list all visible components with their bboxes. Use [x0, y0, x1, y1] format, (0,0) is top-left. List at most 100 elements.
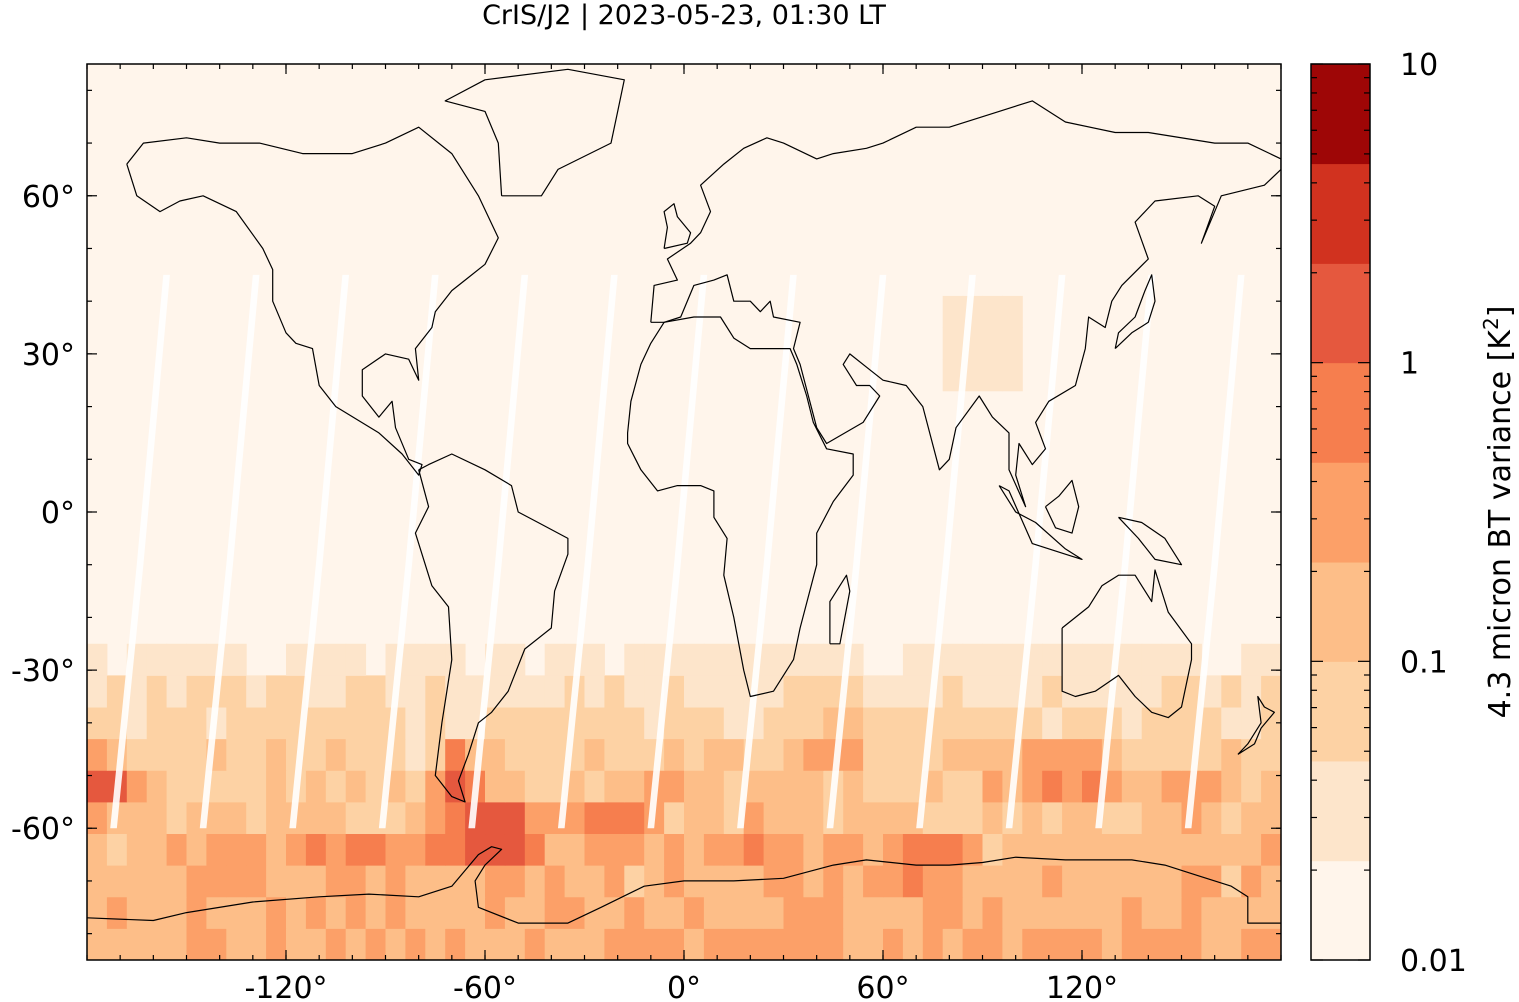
field-cell [266, 801, 287, 835]
field-cell [783, 896, 804, 929]
field-cell [405, 896, 426, 929]
field-cell [823, 928, 844, 960]
field-cell [564, 801, 585, 835]
field-cell [1121, 801, 1143, 835]
field-cell [1261, 896, 1281, 929]
field-cell [1161, 770, 1182, 803]
field-cell [87, 801, 108, 835]
field-cell [166, 928, 187, 960]
field-cell [504, 675, 526, 708]
field-cell [664, 833, 685, 866]
field-cell [982, 675, 1003, 708]
field-cell [246, 928, 267, 960]
field-cell [544, 770, 566, 803]
x-tick-labels: -120° -60° 0° 60° 120° [244, 971, 1118, 1002]
field-cell [624, 801, 645, 835]
field-cell [624, 770, 645, 803]
colorbar-ticks [1311, 63, 1370, 961]
field-cell [584, 801, 605, 835]
field-cell [584, 770, 605, 803]
field-cell [186, 928, 207, 960]
field-cell [1121, 770, 1143, 803]
field-cell [365, 707, 386, 740]
field-cell [624, 928, 645, 960]
field-cell [644, 896, 665, 929]
swath-gap [1184, 274, 1245, 829]
field-cell [982, 865, 1003, 898]
field-cell [385, 833, 406, 866]
field-cell [345, 675, 367, 708]
field-cell [922, 770, 944, 803]
field-cell [266, 675, 287, 708]
field-cell [146, 896, 168, 929]
field-cell [664, 928, 685, 960]
field-cell [604, 675, 625, 708]
field-cell [703, 896, 725, 929]
field-cell [266, 928, 287, 960]
field-cell [684, 928, 705, 960]
field-cell [843, 675, 864, 708]
field-cell [1221, 833, 1242, 866]
field-cell [465, 675, 486, 708]
field-cell [1261, 865, 1281, 898]
field-cell [1141, 770, 1163, 803]
field-cell [246, 833, 267, 866]
field-cell [743, 896, 765, 929]
field-cell [684, 675, 705, 708]
field-cell [425, 896, 446, 929]
swath-gap [110, 274, 170, 829]
field-cell [305, 770, 327, 803]
field-cell [1062, 770, 1083, 803]
field-cell [87, 738, 108, 771]
swath-gap [647, 274, 708, 829]
field-cell [425, 770, 446, 803]
field-cell [385, 801, 406, 835]
x-tick-label: 60° [856, 971, 909, 1002]
field-cell [106, 675, 128, 708]
field-cell [1201, 833, 1222, 866]
field-cell [942, 327, 964, 360]
field-cell [166, 707, 187, 740]
field-cell [922, 865, 944, 898]
field-cell [1002, 928, 1023, 960]
swath-gaps [110, 274, 1245, 829]
field-cell [982, 801, 1003, 835]
field-cell [504, 928, 526, 960]
chart-title: CrIS/J2 | 2023-05-23, 01:30 LT [482, 0, 886, 31]
y-tick-labels: 60° 30° 0° -30° -60° [11, 180, 75, 847]
field-cell [246, 865, 267, 898]
field-cell [1082, 707, 1103, 740]
field-cell [863, 770, 884, 803]
field-cell [504, 896, 526, 929]
field-cell [226, 770, 247, 803]
field-cell [186, 643, 207, 676]
swath-gap [557, 274, 618, 829]
coastline-north-america [126, 126, 499, 476]
field-cell [843, 896, 864, 929]
field-cell [1181, 833, 1202, 866]
field-cell [226, 865, 247, 898]
field-cell [863, 865, 884, 898]
field-cell [485, 738, 506, 771]
coastline-new-guinea [1118, 516, 1183, 566]
field-cell [106, 833, 128, 866]
swath-gap [1095, 274, 1155, 829]
field-cell [803, 643, 824, 676]
field-cell [485, 865, 506, 898]
field-cell [803, 738, 824, 771]
field-cell [524, 770, 546, 803]
field-cell [445, 707, 466, 740]
field-cell [664, 865, 685, 898]
field-cell [1241, 770, 1262, 803]
field-cell [246, 738, 267, 771]
field-cell [604, 896, 625, 929]
field-cell [783, 865, 804, 898]
field-cell [564, 865, 585, 898]
field-cell [445, 896, 466, 929]
field-cell [325, 865, 347, 898]
field-cell [703, 675, 725, 708]
field-cell [146, 833, 168, 866]
field-cell [723, 738, 745, 771]
field-cell [1121, 738, 1143, 771]
